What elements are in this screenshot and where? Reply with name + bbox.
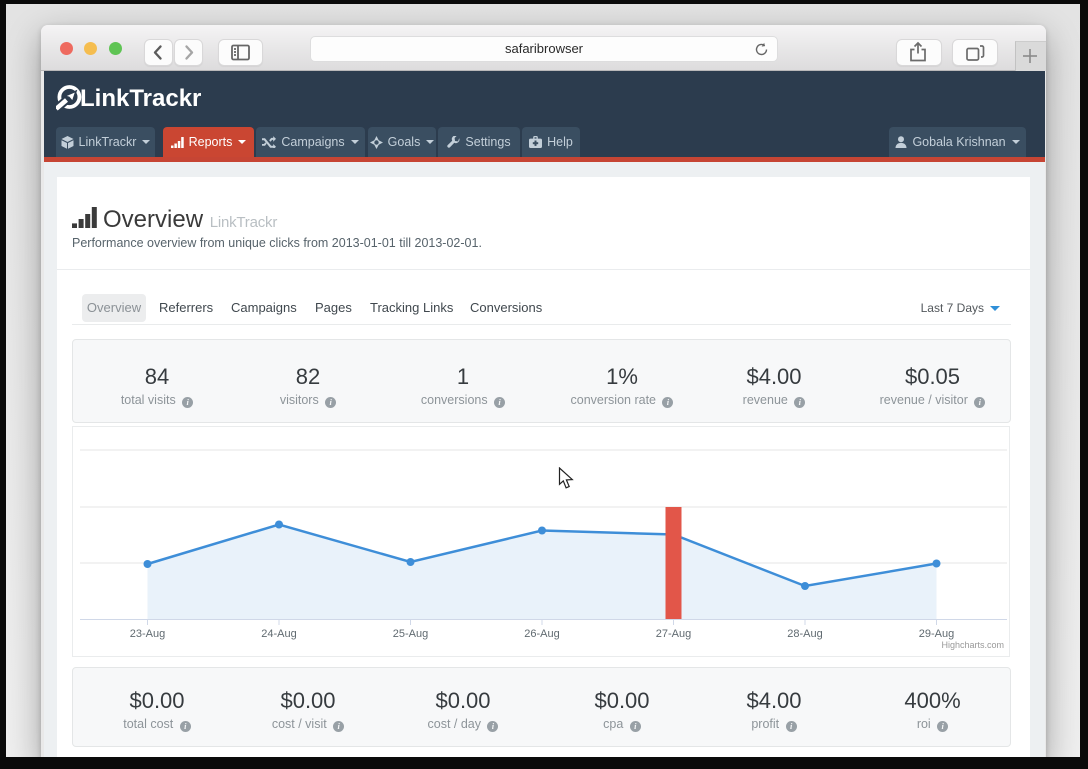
svg-text:27-Aug: 27-Aug [656, 628, 691, 640]
svg-text:25-Aug: 25-Aug [393, 628, 428, 640]
svg-text:26-Aug: 26-Aug [524, 628, 559, 640]
svg-text:23-Aug: 23-Aug [130, 628, 165, 640]
svg-text:28-Aug: 28-Aug [787, 628, 822, 640]
svg-text:29-Aug: 29-Aug [919, 628, 954, 640]
svg-text:24-Aug: 24-Aug [261, 628, 296, 640]
svg-text:Highcharts.com: Highcharts.com [941, 640, 1004, 650]
